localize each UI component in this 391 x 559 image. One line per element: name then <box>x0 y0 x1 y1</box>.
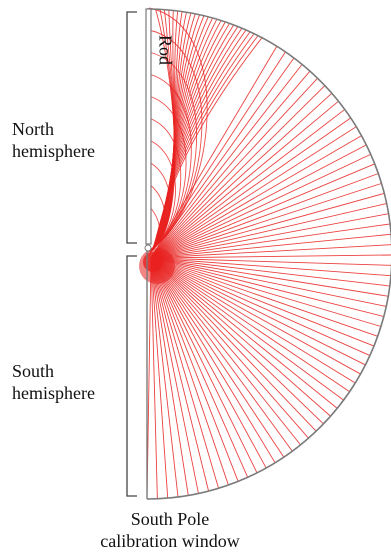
field-line <box>150 257 239 482</box>
field-line <box>150 257 189 496</box>
field-line <box>150 257 324 425</box>
field-line <box>150 257 387 307</box>
field-line <box>150 257 350 393</box>
south-pole-window-label: South Pole calibration window <box>60 508 280 552</box>
field-line <box>150 77 318 259</box>
south-hemisphere-label: South hemisphere <box>12 360 95 404</box>
field-line <box>150 109 346 259</box>
field-line <box>150 257 210 492</box>
field-line <box>150 257 199 494</box>
field-line <box>150 257 344 401</box>
field-line <box>150 182 382 259</box>
field-line <box>150 257 356 384</box>
window-label-line1: South Pole <box>130 509 210 529</box>
field-line <box>150 223 391 259</box>
south-label-line1: South <box>12 361 55 381</box>
field-line <box>150 92 333 259</box>
field-line <box>150 257 391 266</box>
field-line <box>150 153 371 259</box>
field-line <box>150 257 276 464</box>
field-line <box>150 257 390 287</box>
field-line-loop <box>148 95 187 251</box>
field-line <box>150 257 382 327</box>
field-line <box>150 233 391 259</box>
field-line <box>150 85 326 259</box>
field-line <box>150 257 258 474</box>
field-line <box>150 117 351 259</box>
field-line <box>150 257 169 499</box>
north-hemisphere-label: North hemisphere <box>12 118 95 162</box>
field-line <box>150 203 387 259</box>
field-line <box>150 244 391 259</box>
field-line-loop <box>148 29 203 251</box>
field-line <box>150 257 389 297</box>
field-line <box>150 257 301 446</box>
south-label-line2: hemisphere <box>12 383 95 403</box>
field-line <box>150 257 375 347</box>
field-line <box>150 257 384 317</box>
field-line <box>150 257 317 432</box>
field-line <box>150 257 309 439</box>
field-line <box>150 254 391 259</box>
field-line <box>150 257 366 366</box>
field-line <box>150 257 391 277</box>
field-line <box>150 257 371 356</box>
field-line-loop <box>148 117 182 251</box>
field-line <box>150 257 249 478</box>
rod <box>145 8 152 245</box>
field-line <box>150 213 389 259</box>
field-line <box>150 45 278 259</box>
rod-label: Rod <box>155 34 176 66</box>
field-lines <box>139 7 391 500</box>
field-line <box>150 135 362 259</box>
field-line <box>150 257 338 409</box>
field-line <box>150 257 219 489</box>
field-line <box>150 192 385 259</box>
field-line <box>150 257 267 469</box>
field-line <box>150 70 311 259</box>
field-line <box>150 257 179 498</box>
field-line-loop <box>148 51 198 251</box>
hemisphere-outline <box>146 8 391 500</box>
rod-tip <box>144 244 152 252</box>
field-line-loop <box>148 139 176 251</box>
south-bracket <box>126 255 137 497</box>
field-line <box>150 64 303 259</box>
north-label-line1: North <box>12 119 54 139</box>
field-line <box>150 257 293 452</box>
north-bracket <box>126 11 137 244</box>
field-line-loop <box>148 7 208 251</box>
field-line <box>150 144 367 259</box>
field-line <box>150 257 229 486</box>
window-label-line2: calibration window <box>100 531 240 551</box>
field-line <box>150 100 339 259</box>
field-line <box>150 257 158 499</box>
field-line <box>150 257 331 417</box>
field-line <box>150 257 361 375</box>
north-label-line2: hemisphere <box>12 141 95 161</box>
field-line <box>150 257 378 337</box>
source-core <box>143 252 163 272</box>
field-line <box>150 173 379 259</box>
field-line <box>150 163 375 259</box>
field-line <box>150 126 357 259</box>
geometry <box>126 8 391 500</box>
field-line <box>150 257 285 458</box>
